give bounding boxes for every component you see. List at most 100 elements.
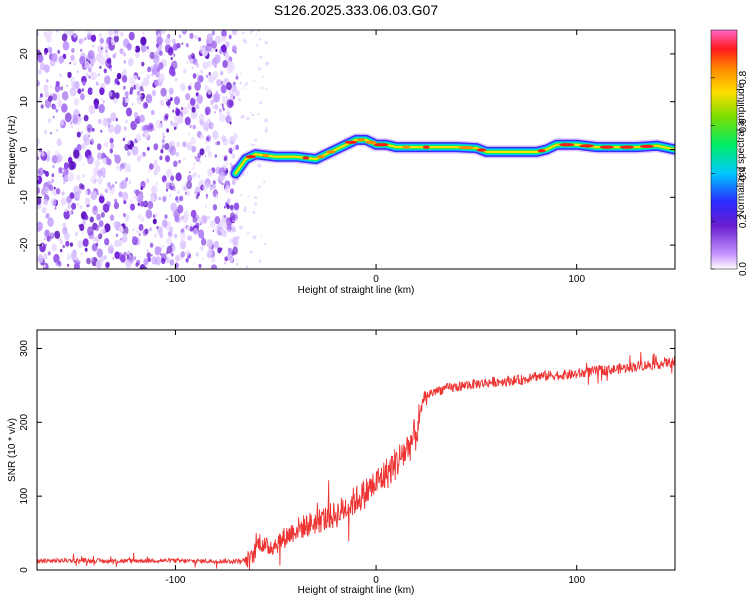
noise-speckle — [122, 75, 128, 83]
noise-speckle — [106, 57, 112, 64]
noise-speckle — [71, 251, 77, 259]
noise-speckle — [224, 172, 228, 177]
noise-speckle — [241, 87, 244, 90]
noise-speckle — [249, 31, 253, 34]
noise-speckle — [192, 73, 197, 79]
noise-speckle — [137, 99, 142, 105]
ridge-hotspot — [326, 150, 336, 154]
noise-speckle — [59, 119, 64, 126]
ridge-hotspot — [619, 145, 634, 149]
noise-speckle — [41, 206, 47, 214]
noise-speckle — [158, 73, 165, 83]
noise-speckle — [47, 30, 53, 37]
y-tick-label: 0 — [19, 567, 30, 573]
noise-speckle — [128, 255, 135, 264]
noise-speckle — [157, 33, 161, 37]
noise-speckle — [232, 49, 235, 52]
noise-speckle — [75, 193, 80, 200]
noise-speckle — [193, 162, 196, 166]
noise-speckle — [218, 113, 226, 123]
noise-speckle — [57, 49, 61, 54]
noise-speckle — [116, 72, 122, 80]
noise-speckle — [265, 87, 268, 90]
noise-speckle — [101, 194, 104, 197]
noise-speckle — [226, 64, 233, 74]
noise-speckle — [55, 188, 61, 195]
noise-speckle — [225, 52, 229, 59]
noise-speckle — [176, 189, 181, 195]
noise-speckle — [135, 133, 142, 142]
noise-speckle — [159, 155, 163, 161]
noise-speckle — [200, 69, 203, 74]
noise-speckle — [38, 97, 42, 103]
noise-speckle — [219, 171, 226, 181]
noise-speckle — [60, 197, 67, 206]
noise-speckle — [70, 90, 75, 96]
noise-speckle — [108, 242, 113, 249]
noise-speckle — [249, 111, 252, 114]
noise-speckle — [195, 103, 200, 110]
noise-speckle — [96, 152, 103, 160]
noise-speckle — [176, 141, 181, 148]
x-tick-label: -100 — [165, 575, 185, 586]
noise-speckle — [221, 30, 227, 38]
ridge-hotspot — [262, 153, 270, 158]
noise-speckle — [123, 232, 128, 239]
ridge-hotspot — [599, 145, 614, 149]
noise-speckle — [220, 71, 224, 76]
noise-speckle — [165, 94, 168, 98]
noise-speckle — [252, 235, 257, 240]
noise-speckle — [235, 89, 240, 97]
noise-speckle — [65, 240, 70, 247]
noise-speckle — [92, 45, 94, 48]
noise-speckle-layer — [37, 30, 270, 269]
noise-speckle — [242, 31, 245, 35]
noise-speckle — [110, 143, 115, 149]
noise-speckle — [52, 104, 57, 110]
noise-speckle — [118, 191, 123, 198]
noise-speckle — [142, 129, 150, 139]
noise-speckle — [165, 97, 168, 102]
noise-speckle — [160, 253, 167, 262]
noise-speckle — [262, 75, 264, 78]
snr-panel: -100 0 100 0 100 200 300 Height of straight li… — [7, 329, 676, 596]
noise-speckle — [205, 141, 208, 144]
noise-speckle — [86, 30, 93, 36]
noise-speckle — [98, 104, 105, 114]
noise-speckle — [62, 244, 65, 249]
noise-speckle — [43, 264, 46, 268]
noise-speckle — [131, 102, 134, 106]
noise-speckle — [197, 217, 203, 224]
noise-speckle — [44, 50, 48, 56]
noise-speckle — [131, 236, 139, 246]
noise-speckle — [83, 114, 89, 122]
noise-speckle — [123, 199, 127, 205]
noise-speckle — [231, 226, 236, 233]
noise-speckle — [228, 248, 233, 255]
noise-speckle — [114, 52, 117, 56]
noise-speckle — [140, 200, 145, 207]
noise-speckle — [76, 119, 81, 126]
noise-speckle — [257, 30, 260, 33]
spectrogram-y-axis-label: Frequency (Hz) — [7, 116, 18, 185]
noise-speckle — [43, 84, 49, 92]
noise-speckle — [229, 212, 236, 221]
noise-speckle — [154, 233, 158, 238]
noise-speckle — [139, 114, 145, 123]
noise-speckle — [98, 32, 103, 38]
noise-speckle — [149, 242, 154, 248]
noise-speckle — [70, 54, 75, 62]
noise-speckle — [50, 85, 53, 89]
noise-speckle — [226, 82, 232, 91]
noise-speckle — [137, 214, 142, 220]
noise-speckle — [245, 82, 249, 85]
y-tick-label: -10 — [19, 190, 30, 205]
noise-speckle — [196, 63, 200, 68]
noise-speckle — [189, 82, 192, 86]
noise-speckle — [79, 117, 83, 121]
noise-speckle — [151, 89, 157, 97]
noise-speckle — [61, 91, 69, 101]
noise-speckle — [226, 198, 231, 204]
noise-speckle — [112, 257, 115, 260]
noise-speckle — [168, 94, 172, 99]
